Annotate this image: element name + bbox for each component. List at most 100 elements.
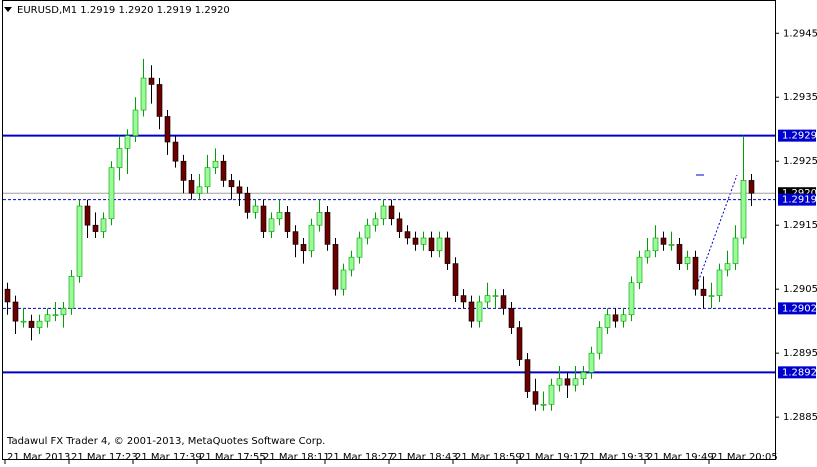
candle-body	[348, 256, 355, 271]
candle-body	[372, 218, 379, 226]
candle-body	[516, 327, 523, 360]
candle-body	[708, 295, 715, 297]
x-tick-label: 21 Mar 18:43	[391, 452, 458, 463]
candle-body	[196, 186, 203, 194]
candle-body	[20, 320, 27, 323]
candle-body	[84, 205, 91, 226]
candle-body	[420, 237, 427, 245]
candle-body	[364, 224, 371, 239]
candle-body	[260, 205, 267, 232]
candle-body	[612, 314, 619, 322]
x-tick-label: 21 Mar 17:39	[135, 452, 202, 463]
price-label: 1.2929	[782, 131, 817, 142]
candle-body	[92, 224, 99, 232]
price-label-bg	[778, 193, 816, 206]
candle-body	[668, 244, 675, 246]
candle-body	[460, 295, 467, 303]
candle-body	[652, 237, 659, 252]
candle-body	[580, 372, 587, 380]
candle-body	[164, 116, 171, 143]
y-tick-label: 1.2885	[783, 412, 817, 423]
footer: Tadawul FX Trader 4, © 2001-2013, MetaQu…	[6, 436, 325, 447]
candle-body	[380, 205, 387, 220]
x-tick-label: 21 Mar 17:55	[199, 452, 266, 463]
candle-body	[244, 192, 251, 213]
candle-body	[188, 180, 195, 194]
price-label-bg	[778, 129, 816, 142]
candle-body	[452, 263, 459, 296]
candle-body	[476, 301, 483, 322]
candle-body	[636, 256, 643, 284]
candle-body	[156, 84, 163, 117]
candle-body	[572, 378, 579, 386]
candle-body	[284, 212, 291, 232]
chart-title: EURUSD,M1 1.2919 1.2920 1.2919 1.2920	[17, 5, 230, 16]
candle-body	[324, 212, 331, 245]
candle-body	[44, 314, 51, 322]
candle-body	[220, 160, 227, 181]
candle-body	[268, 218, 275, 232]
x-tick-label: 21 Mar 18:59	[455, 452, 522, 463]
candle-body	[724, 263, 731, 271]
candle-body	[436, 237, 443, 252]
candle-body	[428, 237, 435, 252]
candle-body	[492, 295, 499, 297]
candle-body	[524, 359, 531, 392]
menu-arrow	[4, 7, 12, 12]
x-tick-label: 21 Mar 20:05	[711, 452, 778, 463]
candle-body	[28, 320, 35, 328]
candle-body	[124, 135, 131, 149]
price-label-bg	[778, 366, 816, 379]
candle-body	[316, 212, 323, 226]
candle-body	[484, 295, 491, 303]
candle-body	[236, 186, 243, 194]
candle-body	[692, 256, 699, 290]
candle-body	[356, 237, 363, 258]
x-tick-label: 21 Mar 18:11	[263, 452, 330, 463]
y-tick-label: 1.2905	[783, 284, 817, 295]
candle-body	[748, 180, 755, 194]
candle-body	[36, 320, 43, 328]
candle-body	[620, 314, 627, 322]
y-tick-label: 1.2945	[783, 28, 817, 39]
y-tick-label: 1.2915	[783, 220, 817, 231]
candle-body	[604, 314, 611, 328]
candle-body	[172, 141, 179, 162]
candle-body	[252, 205, 259, 213]
candle-body	[60, 308, 67, 316]
price-label: 1.2902	[782, 303, 817, 314]
candle-body	[340, 269, 347, 290]
candle-body	[700, 288, 707, 296]
candle-body	[116, 148, 123, 168]
candle-body	[300, 244, 307, 252]
candle-body	[228, 180, 235, 188]
x-tick-label: 21 Mar 17:23	[71, 452, 138, 463]
candle-body	[212, 160, 219, 168]
candle-body	[684, 256, 691, 264]
candle-body	[148, 77, 155, 85]
price-label-bg	[778, 302, 816, 315]
candle-body	[12, 301, 19, 322]
candle-body	[556, 378, 563, 386]
candle-body	[412, 237, 419, 245]
candle-body	[404, 231, 411, 239]
candle-body	[52, 314, 59, 317]
y-tick-label: 1.2925	[783, 156, 817, 167]
candle-body	[292, 231, 299, 245]
candle-body	[276, 212, 283, 220]
candle-body	[468, 301, 475, 322]
candle-body	[204, 167, 211, 188]
candle-body	[660, 237, 667, 245]
y-tick-label: 1.2895	[783, 348, 817, 359]
candle-body	[132, 109, 139, 136]
candle-body	[444, 237, 451, 264]
candle-body	[628, 282, 635, 316]
candle-body	[716, 269, 723, 296]
candle-body	[308, 224, 315, 252]
candle-body	[388, 205, 395, 220]
candle-body	[644, 250, 651, 258]
y-tick-label: 1.2935	[783, 92, 817, 103]
x-tick-label: 21 Mar 19:17	[519, 452, 586, 463]
candle-body	[68, 276, 75, 309]
